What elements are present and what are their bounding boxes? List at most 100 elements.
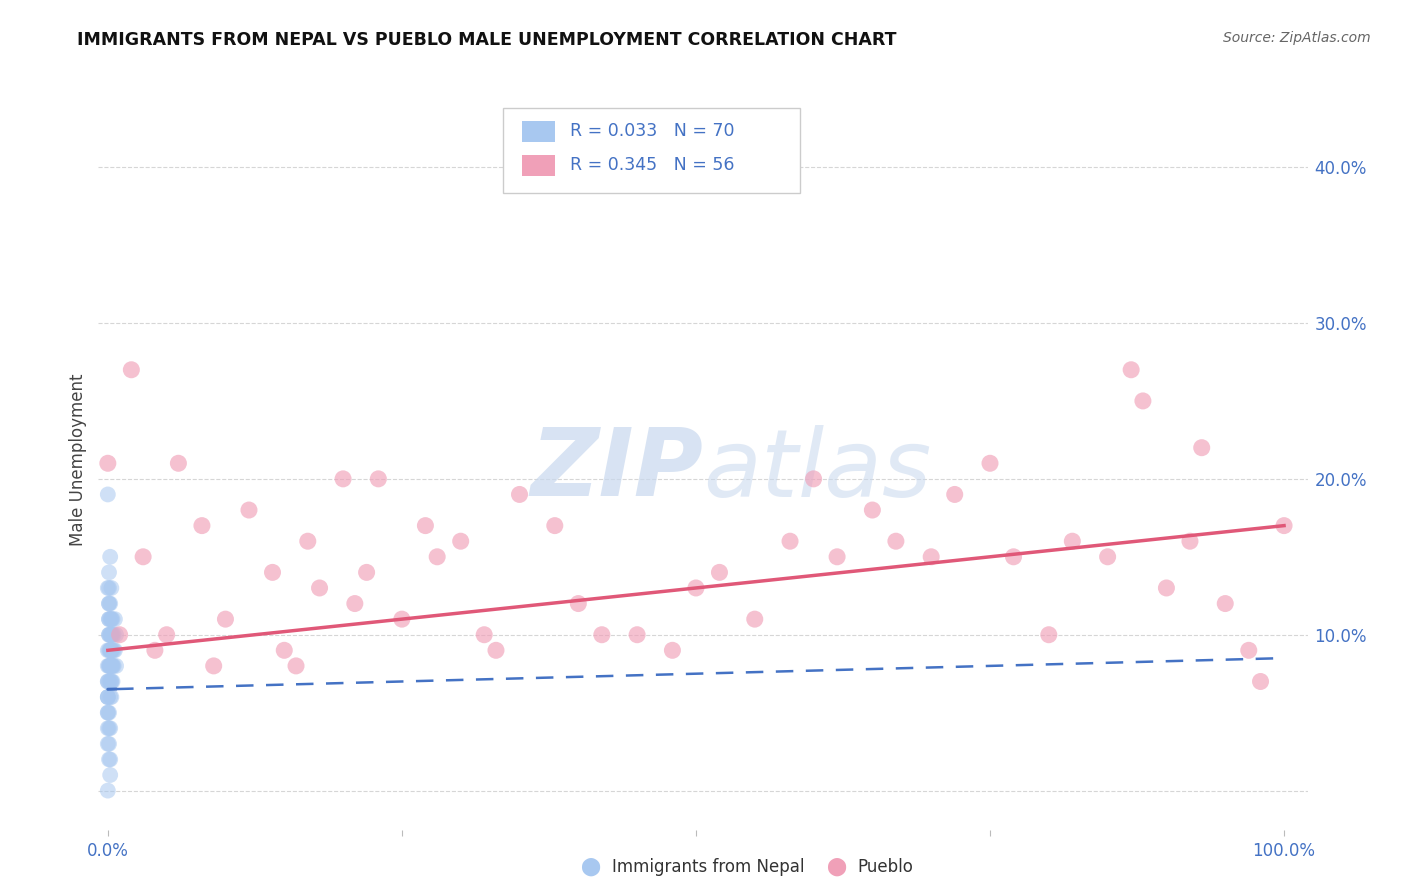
- Y-axis label: Male Unemployment: Male Unemployment: [69, 373, 87, 546]
- Point: [101, 659, 124, 673]
- Point: [100, 643, 122, 657]
- Point: [98, 706, 121, 720]
- Point: [709, 566, 731, 580]
- Point: [101, 674, 124, 689]
- Point: [97, 690, 120, 704]
- Point: [98, 612, 121, 626]
- Text: Source: ZipAtlas.com: Source: ZipAtlas.com: [1223, 31, 1371, 45]
- Point: [1038, 628, 1060, 642]
- Point: [191, 518, 214, 533]
- Point: [1250, 674, 1272, 689]
- Point: [238, 503, 260, 517]
- Point: [262, 566, 284, 580]
- Point: [100, 643, 122, 657]
- Point: [97, 674, 120, 689]
- Point: [979, 456, 1001, 470]
- Point: [100, 674, 122, 689]
- Point: [98, 752, 121, 766]
- Point: [105, 659, 128, 673]
- Point: [98, 597, 121, 611]
- Text: IMMIGRANTS FROM NEPAL VS PUEBLO MALE UNEMPLOYMENT CORRELATION CHART: IMMIGRANTS FROM NEPAL VS PUEBLO MALE UNE…: [77, 31, 897, 49]
- Point: [297, 534, 319, 549]
- Point: [100, 690, 122, 704]
- Point: [1272, 518, 1295, 533]
- Point: [167, 456, 190, 470]
- FancyBboxPatch shape: [503, 108, 800, 193]
- Point: [485, 643, 508, 657]
- Point: [103, 659, 125, 673]
- Point: [98, 597, 121, 611]
- Point: [367, 472, 389, 486]
- Point: [661, 643, 683, 657]
- Point: [98, 752, 121, 766]
- Text: R = 0.345   N = 56: R = 0.345 N = 56: [569, 156, 734, 175]
- Point: [98, 643, 121, 657]
- Point: [101, 628, 124, 642]
- Point: [626, 628, 648, 642]
- Point: [98, 721, 121, 735]
- Point: [943, 487, 966, 501]
- Point: [98, 659, 121, 673]
- Point: [1213, 597, 1236, 611]
- Point: [98, 628, 121, 642]
- Text: Pueblo: Pueblo: [858, 858, 914, 876]
- Point: [450, 534, 472, 549]
- Point: [103, 643, 125, 657]
- Point: [1097, 549, 1119, 564]
- Point: [98, 674, 121, 689]
- Point: [97, 690, 120, 704]
- Point: [1132, 393, 1154, 408]
- Text: ⬤: ⬤: [827, 858, 846, 876]
- Point: [98, 659, 121, 673]
- Point: [101, 612, 124, 626]
- Point: [779, 534, 801, 549]
- Point: [108, 628, 131, 642]
- Point: [685, 581, 707, 595]
- Point: [860, 503, 883, 517]
- Text: Immigrants from Nepal: Immigrants from Nepal: [612, 858, 804, 876]
- Point: [97, 706, 120, 720]
- Point: [920, 549, 942, 564]
- Point: [98, 643, 121, 657]
- Point: [97, 783, 120, 797]
- Point: [100, 659, 122, 673]
- Point: [100, 612, 122, 626]
- Point: [101, 643, 124, 657]
- Point: [508, 487, 530, 501]
- Point: [120, 363, 142, 377]
- Point: [1191, 441, 1213, 455]
- Point: [803, 472, 825, 486]
- Point: [100, 628, 122, 642]
- Point: [156, 628, 179, 642]
- Point: [98, 659, 121, 673]
- Point: [100, 581, 122, 595]
- Point: [332, 472, 354, 486]
- Point: [98, 659, 121, 673]
- Point: [1178, 534, 1201, 549]
- Point: [825, 549, 848, 564]
- Point: [105, 628, 128, 642]
- Point: [202, 659, 225, 673]
- Point: [97, 737, 120, 751]
- Point: [98, 768, 121, 782]
- Point: [97, 643, 120, 657]
- Point: [97, 456, 120, 470]
- Point: [98, 628, 121, 642]
- Point: [1156, 581, 1178, 595]
- Point: [415, 518, 437, 533]
- Point: [100, 628, 122, 642]
- Point: [391, 612, 413, 626]
- Point: [884, 534, 907, 549]
- Point: [98, 674, 121, 689]
- Point: [100, 612, 122, 626]
- Point: [544, 518, 567, 533]
- Point: [98, 549, 121, 564]
- Point: [97, 674, 120, 689]
- Point: [97, 706, 120, 720]
- Point: [98, 581, 121, 595]
- Point: [591, 628, 613, 642]
- Point: [143, 643, 166, 657]
- Point: [100, 659, 122, 673]
- Point: [132, 549, 155, 564]
- Point: [343, 597, 366, 611]
